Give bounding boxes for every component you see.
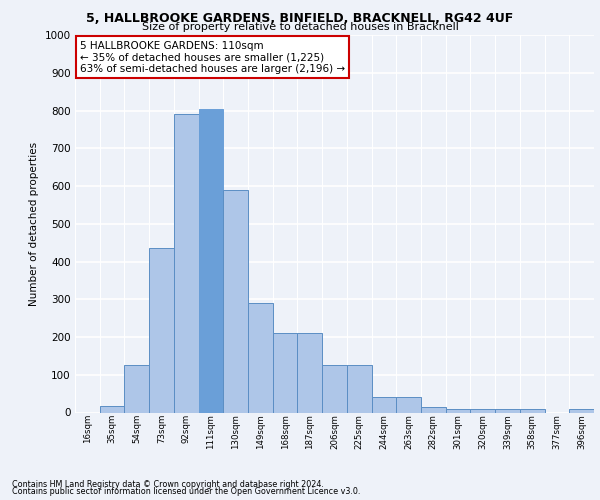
Bar xyxy=(421,407,446,412)
Bar xyxy=(495,408,520,412)
Bar xyxy=(174,114,199,412)
Text: Contains HM Land Registry data © Crown copyright and database right 2024.: Contains HM Land Registry data © Crown c… xyxy=(12,480,324,489)
Bar xyxy=(396,398,421,412)
Text: Contains public sector information licensed under the Open Government Licence v3: Contains public sector information licen… xyxy=(12,487,361,496)
Y-axis label: Number of detached properties: Number of detached properties xyxy=(29,142,39,306)
Bar xyxy=(470,408,495,412)
Bar xyxy=(520,408,545,412)
Bar xyxy=(149,248,174,412)
Bar xyxy=(569,410,594,412)
Text: 5 HALLBROOKE GARDENS: 110sqm
← 35% of detached houses are smaller (1,225)
63% of: 5 HALLBROOKE GARDENS: 110sqm ← 35% of de… xyxy=(80,40,346,74)
Bar xyxy=(347,366,371,412)
Bar xyxy=(199,108,223,412)
Bar xyxy=(273,333,298,412)
Bar xyxy=(223,190,248,412)
Bar xyxy=(446,408,470,412)
Bar xyxy=(298,333,322,412)
Bar xyxy=(371,398,396,412)
Bar xyxy=(124,366,149,412)
Text: Size of property relative to detached houses in Bracknell: Size of property relative to detached ho… xyxy=(142,22,458,32)
Text: 5, HALLBROOKE GARDENS, BINFIELD, BRACKNELL, RG42 4UF: 5, HALLBROOKE GARDENS, BINFIELD, BRACKNE… xyxy=(86,12,514,26)
Bar xyxy=(248,303,273,412)
Bar xyxy=(100,406,124,412)
Bar xyxy=(322,366,347,412)
